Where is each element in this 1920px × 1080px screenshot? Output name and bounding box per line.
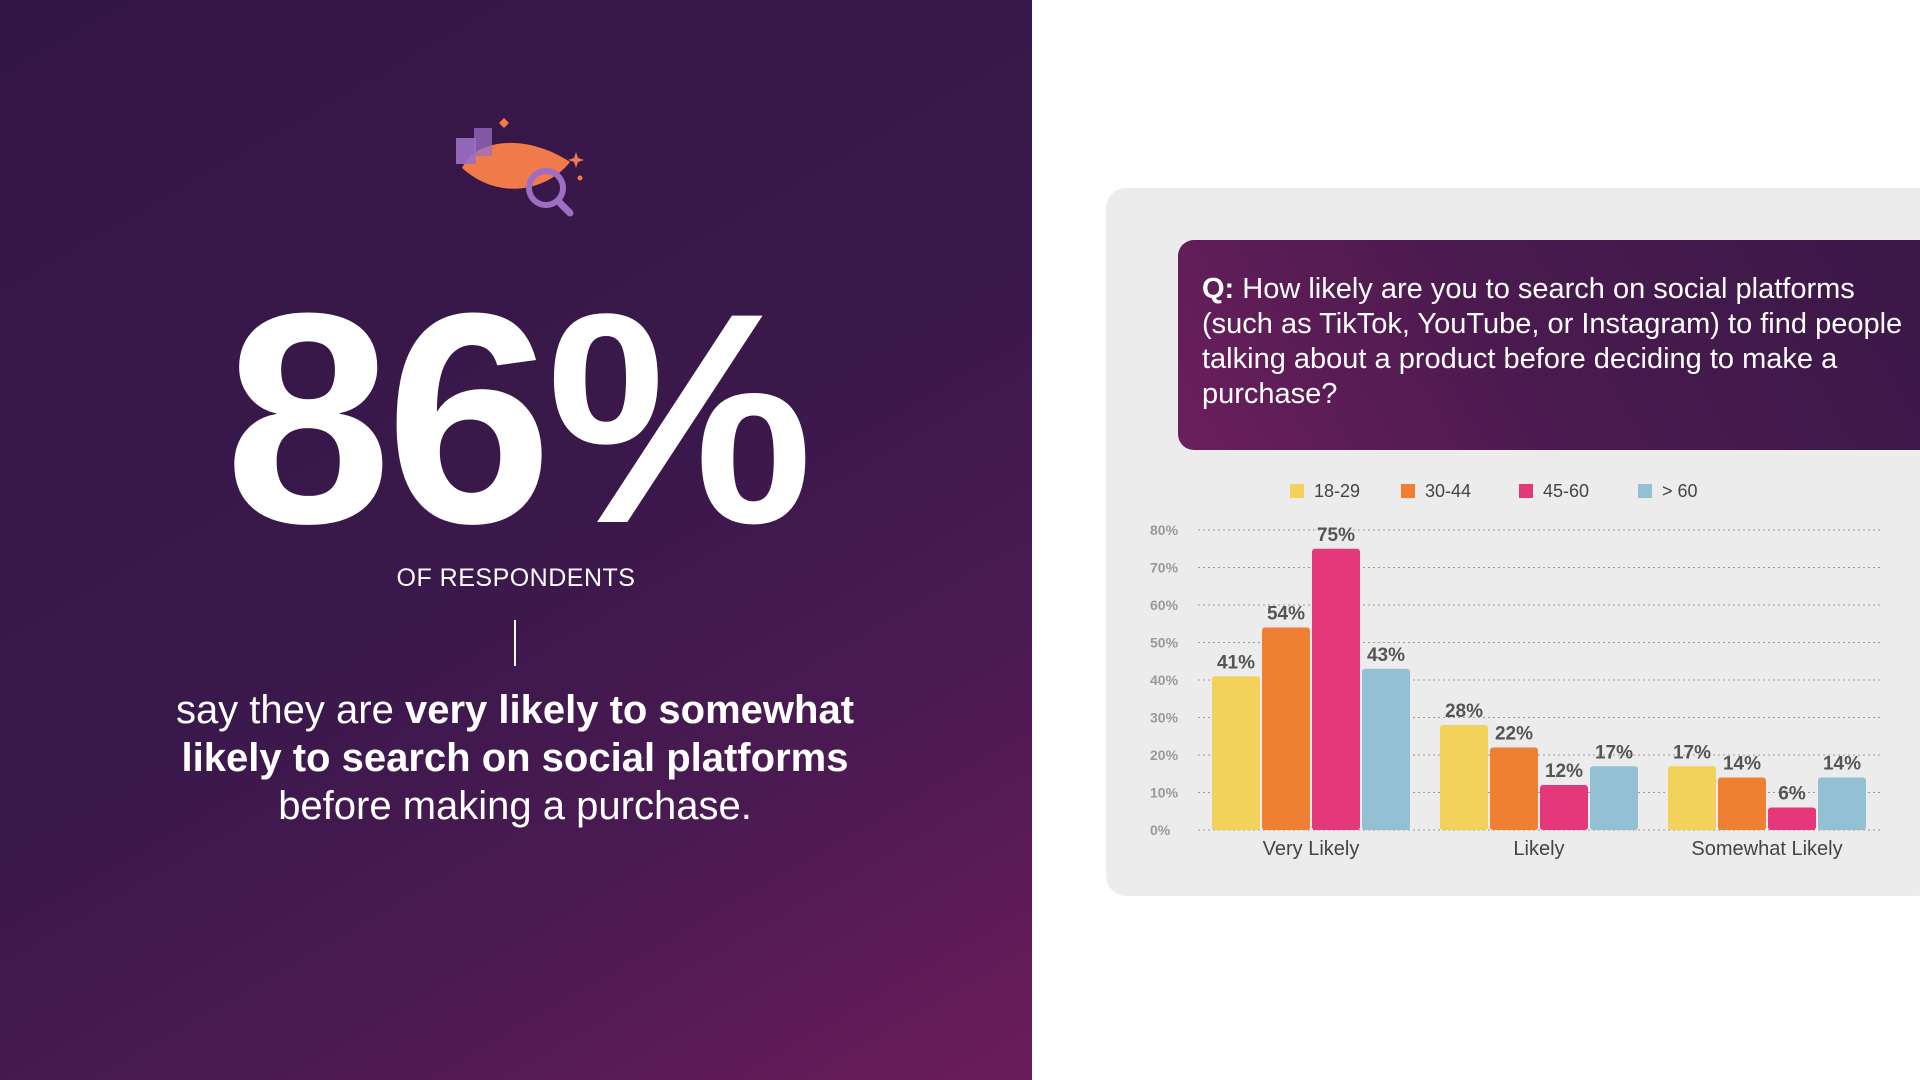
bar--60-2 [1818, 777, 1866, 830]
bar-45-60-1 [1540, 785, 1588, 830]
y-tick-label: 50% [1150, 635, 1179, 651]
desc-text-1: say they are [175, 688, 405, 732]
data-label: 14% [1823, 754, 1861, 775]
search-insight-icon [456, 118, 584, 217]
data-label: 22% [1495, 724, 1533, 745]
legend-item-over-60: > 60 [1638, 476, 1698, 506]
data-label: 43% [1367, 645, 1405, 666]
headline-percentage: 86% [224, 250, 813, 586]
y-tick-label: 20% [1150, 747, 1179, 763]
legend-label: > 60 [1662, 480, 1698, 501]
data-label: 75% [1317, 525, 1355, 546]
data-label: 41% [1217, 652, 1255, 673]
legend-item-18-29: 18-29 [1290, 476, 1360, 506]
y-tick-label: 10% [1150, 785, 1179, 801]
legend-label: 45-60 [1543, 480, 1590, 501]
stat-panel: 86% OF RESPONDENTS say they are very lik… [0, 0, 1032, 1080]
y-tick-label: 70% [1150, 560, 1179, 576]
legend-swatch [1519, 484, 1533, 498]
question-text: How likely are you to search on social p… [1202, 273, 1903, 410]
question-box: Q: How likely are you to search on socia… [1178, 240, 1920, 450]
divider [514, 620, 516, 666]
bar--60-0 [1362, 668, 1410, 830]
respondents-label: OF RESPONDENTS [396, 564, 636, 592]
data-label: 28% [1445, 701, 1483, 722]
y-tick-label: 80% [1150, 522, 1179, 538]
bar-30-44-1 [1490, 747, 1538, 830]
bar-30-44-2 [1718, 777, 1766, 830]
bar-45-60-2 [1768, 807, 1816, 830]
bar-30-44-0 [1262, 627, 1310, 830]
bar-18-29-1 [1440, 725, 1488, 830]
desc-bold-text: very likely to somewhat likely to search… [181, 688, 855, 780]
legend-swatch [1638, 484, 1652, 498]
question-prefix: Q: [1202, 273, 1235, 305]
desc-text-2: before making a purchase. [278, 784, 752, 828]
data-label: 6% [1778, 784, 1806, 805]
legend-swatch [1401, 484, 1415, 498]
chart-legend: 18-29 30-44 45-60 > 60 [0, 476, 1920, 506]
data-label: 17% [1595, 742, 1633, 763]
data-label: 14% [1723, 754, 1761, 775]
y-tick-label: 40% [1150, 672, 1179, 688]
legend-item-45-60: 45-60 [1519, 476, 1589, 506]
x-category-label: Likely [1513, 838, 1564, 860]
y-tick-label: 30% [1150, 710, 1179, 726]
bar-45-60-0 [1312, 548, 1360, 830]
bar-18-29-2 [1668, 766, 1716, 830]
legend-label: 30-44 [1425, 480, 1472, 501]
x-category-label: Somewhat Likely [1691, 838, 1842, 860]
y-tick-label: 60% [1150, 597, 1179, 613]
legend-swatch [1290, 484, 1304, 498]
data-label: 54% [1267, 604, 1305, 625]
bar--60-1 [1590, 766, 1638, 830]
y-tick-label: 0% [1150, 822, 1171, 838]
bar-18-29-0 [1212, 676, 1260, 830]
stat-description: say they are very likely to somewhat lik… [150, 686, 880, 830]
data-label: 17% [1673, 742, 1711, 763]
legend-label: 18-29 [1314, 480, 1361, 501]
data-label: 12% [1545, 761, 1583, 782]
x-category-label: Very Likely [1263, 838, 1360, 860]
legend-item-30-44: 30-44 [1401, 476, 1471, 506]
